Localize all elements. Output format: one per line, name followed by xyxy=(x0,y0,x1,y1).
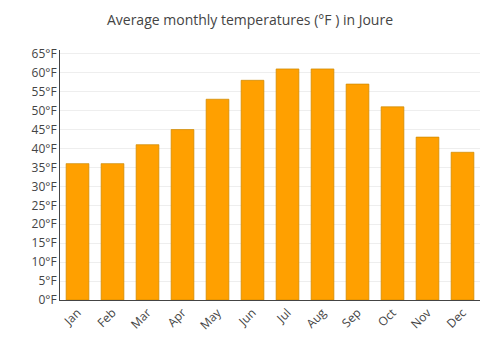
svg-text:Average monthly temperatures (: Average monthly temperatures (°F ) in Jo… xyxy=(107,10,393,29)
svg-text:Apr: Apr xyxy=(164,304,190,330)
svg-text:Jan: Jan xyxy=(60,304,85,329)
svg-text:5°F: 5°F xyxy=(38,272,56,289)
svg-text:May: May xyxy=(196,304,225,333)
svg-text:10°F: 10°F xyxy=(32,253,57,270)
svg-text:40°F: 40°F xyxy=(32,140,57,157)
svg-text:Mar: Mar xyxy=(127,304,155,332)
svg-text:15°F: 15°F xyxy=(32,234,57,251)
svg-text:20°F: 20°F xyxy=(32,215,57,232)
svg-text:45°F: 45°F xyxy=(32,121,57,138)
svg-text:35°F: 35°F xyxy=(32,159,57,176)
svg-text:Oct: Oct xyxy=(374,304,400,330)
svg-text:30°F: 30°F xyxy=(32,178,57,195)
svg-text:Nov: Nov xyxy=(407,304,435,332)
svg-text:Feb: Feb xyxy=(93,304,119,330)
svg-text:55°F: 55°F xyxy=(32,83,57,100)
svg-text:Sep: Sep xyxy=(338,304,365,331)
svg-text:Jul: Jul xyxy=(272,304,294,326)
svg-text:0°F: 0°F xyxy=(38,291,56,308)
svg-text:Dec: Dec xyxy=(443,304,470,331)
svg-text:50°F: 50°F xyxy=(32,102,57,119)
svg-text:Aug: Aug xyxy=(302,304,330,332)
svg-text:Jun: Jun xyxy=(234,304,259,329)
svg-text:60°F: 60°F xyxy=(32,64,57,81)
svg-text:25°F: 25°F xyxy=(32,197,57,214)
svg-text:65°F: 65°F xyxy=(32,45,57,62)
